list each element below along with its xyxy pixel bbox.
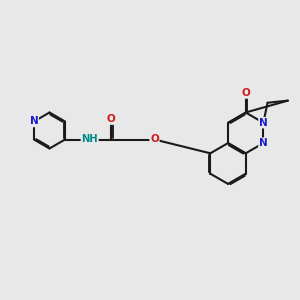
Text: N: N xyxy=(259,118,268,128)
Text: N: N xyxy=(259,138,268,148)
Text: O: O xyxy=(241,88,250,98)
Text: O: O xyxy=(150,134,159,145)
Text: NH: NH xyxy=(81,134,98,145)
Text: O: O xyxy=(107,114,116,124)
Text: N: N xyxy=(29,116,38,127)
